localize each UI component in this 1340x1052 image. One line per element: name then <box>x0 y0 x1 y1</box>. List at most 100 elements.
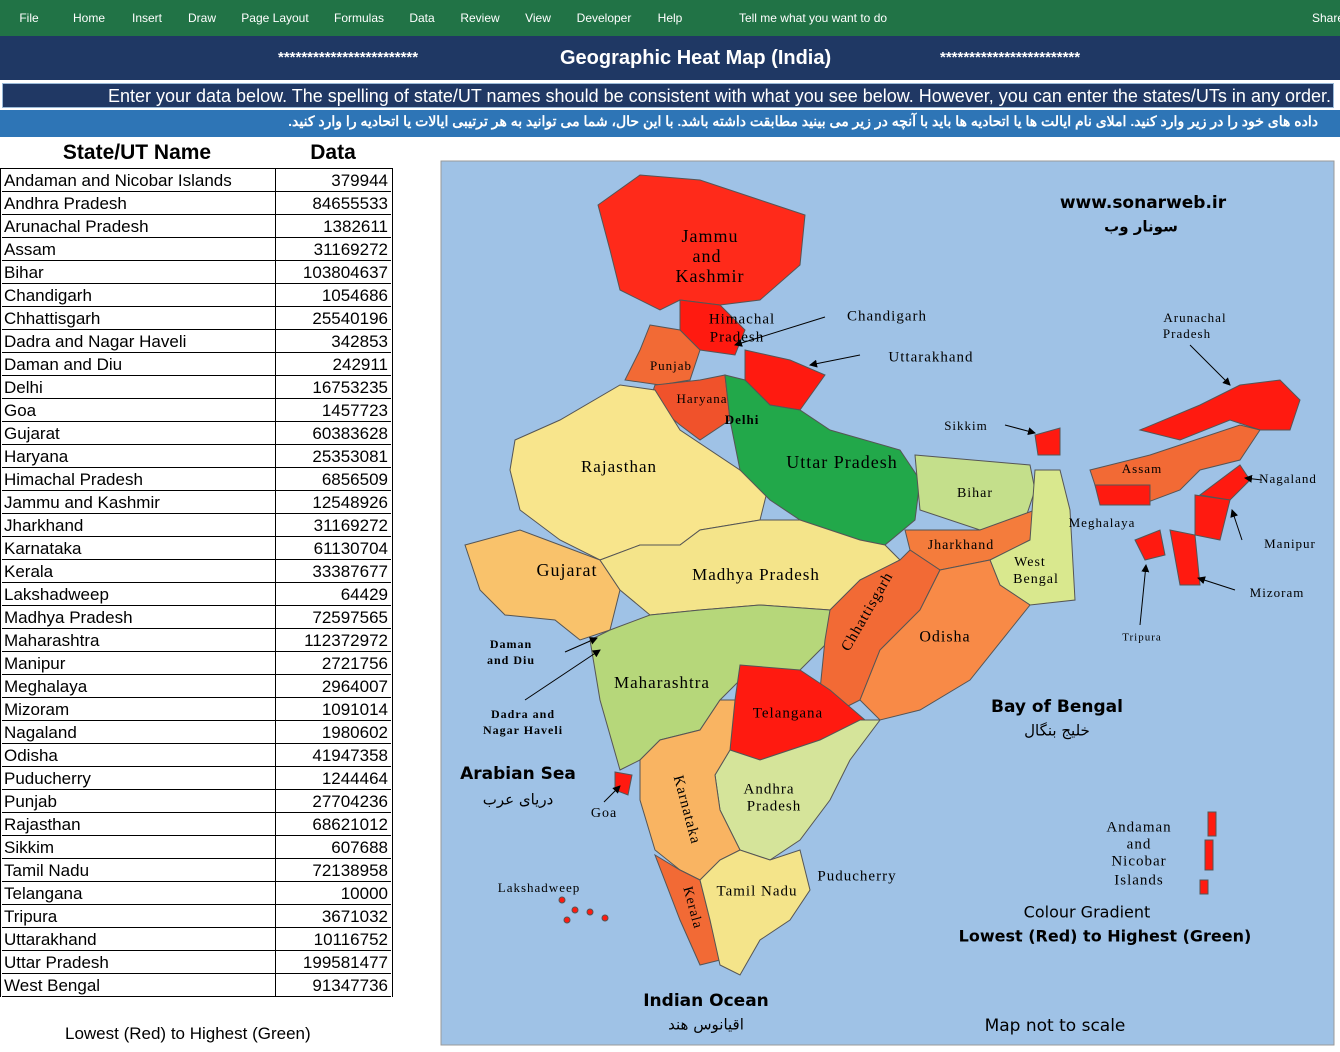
ribbon-tab[interactable]: Home <box>72 11 106 25</box>
state-label: Uttarakhand <box>888 349 973 365</box>
state-name: Chandigarh <box>4 286 92 305</box>
state-label: Mizoram <box>1250 585 1305 600</box>
row-value: 103804637 <box>302 263 388 282</box>
state-name: Dadra and Nagar Haveli <box>4 332 187 351</box>
map-annotation: Bay of Bengal <box>991 697 1123 717</box>
state-label: Delhi <box>725 412 760 427</box>
row-value: 1382611 <box>323 217 388 236</box>
row-value: 64429 <box>340 585 388 604</box>
state-label: Gujarat <box>537 560 598 580</box>
row-value: 1244464 <box>321 769 388 788</box>
tell-me[interactable]: Tell me what you want to do <box>738 11 888 25</box>
ribbon-tab[interactable]: File <box>19 11 39 25</box>
stars: ************************ <box>940 49 1081 66</box>
row-value: 3671032 <box>321 907 388 926</box>
cell-divider <box>275 606 276 628</box>
state-name: Jharkhand <box>4 516 84 535</box>
cell-divider <box>275 859 276 881</box>
state-label: Daman <box>490 637 532 651</box>
ribbon-tab[interactable]: Help <box>657 11 683 25</box>
cell-divider <box>275 974 276 996</box>
state-label: Nagaland <box>1259 471 1317 486</box>
row-value: 33387677 <box>312 562 388 581</box>
table-row: Goa 1457723 <box>2 399 391 422</box>
state-name: Lakshadweep <box>4 585 109 604</box>
state-label: West <box>1014 555 1046 570</box>
column-header: Data <box>310 141 356 164</box>
row-value: 27704236 <box>312 792 388 811</box>
map-annotation: سونار وب <box>1104 218 1178 236</box>
table-row: Jammu and Kashmir 12548926 <box>2 491 391 514</box>
cell-divider <box>275 790 276 812</box>
state-label: and <box>1127 836 1152 852</box>
row-value: 607688 <box>331 838 388 857</box>
table-row: Tripura 3671032 <box>2 905 391 928</box>
state-label: Jammu <box>682 226 739 246</box>
row-value: 12548926 <box>312 493 388 512</box>
state-label: Madhya Pradesh <box>692 565 820 584</box>
row-value: 2964007 <box>321 677 388 696</box>
row-value: 31169272 <box>313 240 388 259</box>
ribbon-tab[interactable]: View <box>525 11 551 25</box>
cell-divider <box>275 882 276 904</box>
row-value: 342853 <box>331 332 388 351</box>
ribbon-tab[interactable]: Data <box>409 11 435 25</box>
cell-divider <box>275 928 276 950</box>
state-label: Tamil Nadu <box>716 883 797 899</box>
cell-divider <box>275 215 276 237</box>
cell-divider <box>275 491 276 513</box>
row-value: 2721756 <box>321 654 388 673</box>
map-annotation: دریای عرب <box>483 791 554 809</box>
map-annotation: Map not to scale <box>985 1016 1126 1036</box>
ribbon-tab[interactable]: Developer <box>576 11 632 25</box>
row-value: 6856509 <box>321 470 388 489</box>
ribbon-tab[interactable]: Formulas <box>333 11 385 25</box>
state-label: Pradesh <box>710 329 765 345</box>
state-label: Islands <box>1114 872 1164 888</box>
table-row: Mizoram 1091014 <box>2 698 391 721</box>
state-label: and Diu <box>487 653 535 667</box>
state-name: Haryana <box>4 447 69 466</box>
state-name: Andhra Pradesh <box>4 194 127 213</box>
cell-divider <box>275 376 276 398</box>
legend-note: Lowest (Red) to Highest (Green) <box>65 1024 311 1043</box>
table-row: Uttarakhand 10116752 <box>2 928 391 951</box>
state-label: Andaman <box>1106 819 1171 835</box>
state-name: Uttarakhand <box>4 930 97 949</box>
row-value: 84655533 <box>312 194 388 213</box>
state-name: West Bengal <box>4 976 101 995</box>
table-row: Tamil Nadu 72138958 <box>2 859 391 882</box>
title-bar: ************************ Geographic Heat… <box>0 36 1340 80</box>
state-label: Himachal <box>709 311 775 327</box>
cell-divider <box>275 629 276 651</box>
cell-divider <box>275 169 276 191</box>
ribbon-tab[interactable]: Page Layout <box>241 11 309 25</box>
row-value: 68621012 <box>312 815 388 834</box>
ribbon-tab[interactable]: Draw <box>187 11 217 25</box>
cell-divider <box>275 468 276 490</box>
state-label: Punjab <box>650 358 692 373</box>
state-label: Rajasthan <box>581 457 657 476</box>
state-label: Nagar Haveli <box>483 723 563 737</box>
share-button[interactable]: Share <box>1311 11 1340 25</box>
state-name: Rajasthan <box>4 815 81 834</box>
table-row: Assam 31169272 <box>2 238 391 261</box>
row-value: 10116752 <box>313 930 388 949</box>
state-label: and <box>693 246 722 266</box>
state-name: Sikkim <box>4 838 55 857</box>
cell-divider <box>275 330 276 352</box>
table-row: Himachal Pradesh 6856509 <box>2 468 391 491</box>
row-value: 31169272 <box>313 516 388 535</box>
state-label: Kashmir <box>676 266 745 286</box>
cell-divider <box>275 422 276 444</box>
ribbon-tab[interactable]: Review <box>460 11 500 25</box>
table-row: Andhra Pradesh 84655533 <box>2 192 391 215</box>
cell-divider <box>275 284 276 306</box>
cell-divider <box>275 675 276 697</box>
cell-divider <box>275 353 276 375</box>
states <box>464 174 1301 976</box>
ribbon-tab[interactable]: Insert <box>131 11 163 25</box>
table-row: Meghalaya 2964007 <box>2 675 391 698</box>
state-name: Kerala <box>4 562 54 581</box>
state-name: Nagaland <box>4 723 77 742</box>
